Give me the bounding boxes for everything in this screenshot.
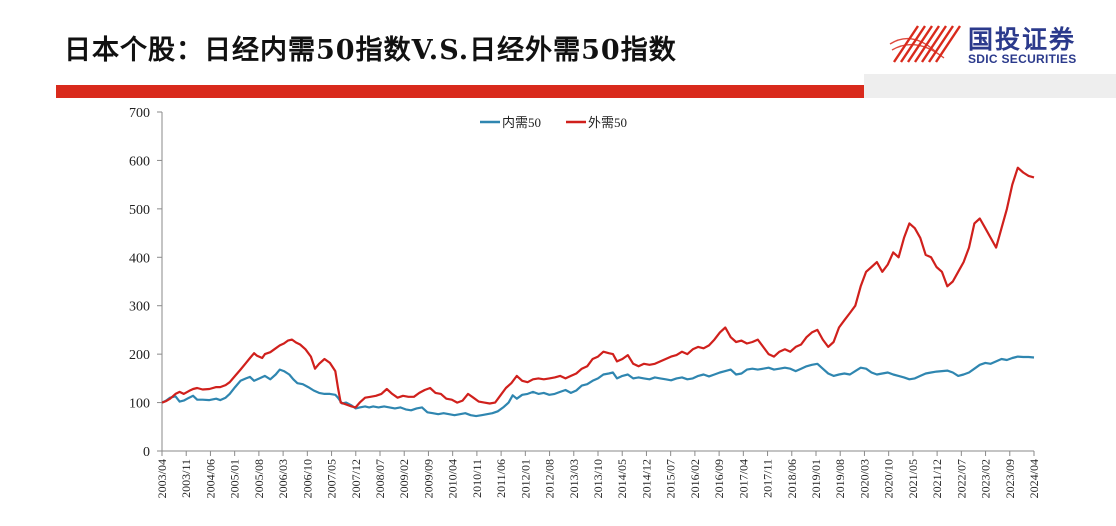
x-tick-label: 2015/07 — [664, 459, 678, 498]
x-tick-label: 2011/06 — [494, 459, 508, 498]
logo-chinese-name: 国投证券 — [968, 25, 1077, 54]
x-tick-label: 2006/10 — [300, 459, 314, 498]
x-tick-label: 2004/06 — [203, 459, 217, 498]
y-tick-label: 300 — [129, 300, 150, 315]
x-tick-label: 2020/10 — [882, 459, 896, 498]
y-tick-label: 400 — [129, 251, 150, 266]
x-tick-label: 2020/03 — [857, 459, 871, 498]
x-tick-label: 2006/03 — [276, 459, 290, 498]
x-tick-label: 2009/02 — [397, 459, 411, 498]
page-title: 日本个股：日经内需50指数V.S.日经外需50指数 — [64, 35, 677, 66]
series-line-external-50 — [161, 166, 1035, 409]
y-tick-label: 100 — [129, 397, 150, 412]
x-tick-label: 2016/09 — [712, 459, 726, 498]
chart-legend: 内需50 外需50 — [480, 115, 627, 130]
company-logo: 国投证券 SDIC SECURITIES — [888, 18, 1103, 70]
chart-axes — [157, 111, 1035, 456]
x-tick-label: 2013/10 — [591, 459, 605, 498]
x-tick-label: 2014/05 — [615, 459, 629, 498]
x-tick-label: 2019/01 — [809, 459, 823, 498]
series-line-domestic-50 — [161, 355, 1035, 418]
x-tick-label: 2003/11 — [179, 459, 193, 498]
x-tick-label: 2021/05 — [906, 459, 920, 498]
y-tick-label: 0 — [143, 445, 150, 460]
x-tick-label: 2008/07 — [373, 459, 387, 498]
x-tick-labels: 2003/04 2003/11 2004/06 2005/01 2005/08 2006/… — [155, 459, 1041, 498]
x-tick-label: 2023/09 — [1003, 459, 1017, 498]
x-tick-label: 2005/08 — [252, 459, 266, 498]
x-tick-label: 2024/04 — [1027, 459, 1041, 498]
x-tick-label: 2010/11 — [470, 459, 484, 498]
x-tick-label: 2021/12 — [930, 459, 944, 498]
sdic-logo-icon — [889, 25, 961, 63]
x-tick-label: 2017/04 — [736, 459, 750, 498]
x-tick-label: 2018/06 — [785, 459, 799, 498]
x-tick-label: 2023/02 — [979, 459, 993, 498]
header-gray-band — [864, 74, 1116, 98]
x-tick-label: 2017/11 — [761, 459, 775, 498]
y-tick-label: 200 — [129, 348, 150, 363]
x-tick-label: 2003/04 — [155, 459, 169, 498]
x-tick-label: 2005/01 — [228, 459, 242, 498]
y-tick-label: 600 — [129, 154, 150, 169]
series-lines — [161, 166, 1035, 418]
y-tick-labels: 0 100 200 300 400 500 600 700 — [129, 106, 150, 460]
x-tick-label: 2014/12 — [639, 459, 653, 498]
header-red-bar — [56, 85, 864, 98]
x-tick-label: 2009/09 — [421, 459, 435, 498]
x-tick-label: 2010/04 — [446, 459, 460, 498]
x-tick-label: 2007/05 — [325, 459, 339, 498]
x-tick-label: 2012/08 — [543, 459, 557, 498]
x-tick-label: 2013/03 — [567, 459, 581, 498]
legend-label: 外需50 — [588, 115, 627, 130]
x-tick-label: 2019/08 — [833, 459, 847, 498]
y-tick-label: 700 — [129, 106, 150, 121]
legend-label: 内需50 — [502, 115, 541, 130]
x-tick-label: 2022/07 — [954, 459, 968, 498]
logo-english-name: SDIC SECURITIES — [968, 52, 1077, 66]
x-tick-label: 2016/02 — [688, 459, 702, 498]
x-tick-label: 2007/12 — [349, 459, 363, 498]
y-tick-label: 500 — [129, 203, 150, 218]
x-tick-label: 2012/01 — [518, 459, 532, 498]
